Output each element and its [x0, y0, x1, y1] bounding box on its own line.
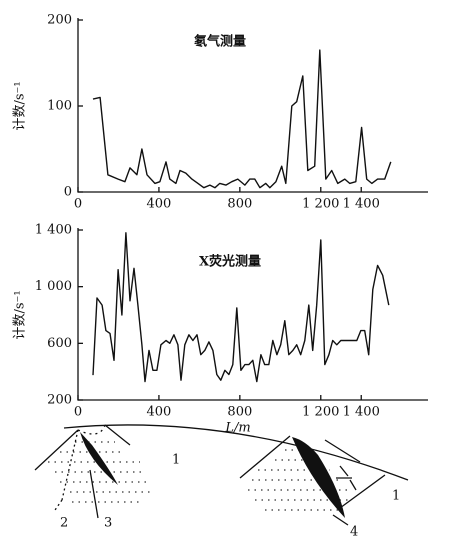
x-tick-label: 0: [74, 197, 82, 212]
cross-section: 1 1 2 3 4: [34, 424, 409, 540]
x-tick-label: 400: [147, 405, 172, 420]
line-series: [92, 49, 392, 189]
x-axis-label: L/m: [224, 421, 250, 436]
x-tick-label: 400: [147, 197, 172, 212]
axes: [77, 18, 428, 193]
y-tick-label: 200: [47, 13, 72, 28]
y-tick-label: 600: [47, 336, 72, 351]
diagram-label: 4: [350, 525, 358, 540]
y-axis-label: 计数/s⁻¹: [13, 290, 28, 339]
diagram-label: 3: [104, 516, 112, 531]
y-tick-label: 1 000: [35, 279, 72, 294]
chart-title: 氡气测量: [194, 34, 246, 50]
x-tick-label: 800: [227, 405, 252, 420]
diagram-label: 1: [392, 489, 400, 504]
diagram-label: 2: [60, 516, 68, 531]
x-tick-label: 1 400: [343, 405, 380, 420]
x-tick-label: 800: [227, 197, 252, 212]
x-tick-label: 0: [74, 405, 82, 420]
chart-title: X荧光测量: [199, 254, 261, 270]
y-tick-label: 100: [47, 99, 72, 114]
x-tick-label: 1 400: [343, 197, 380, 212]
x-tick-label: 1 200: [302, 197, 339, 212]
x-tick-label: 1 200: [302, 405, 339, 420]
y-tick-label: 200: [47, 393, 72, 408]
line-series: [92, 232, 390, 383]
y-axis-label: 计数/s⁻¹: [13, 81, 28, 130]
y-tick-label: 0: [64, 185, 72, 200]
y-tick-label: 1 400: [35, 223, 72, 238]
diagram-label: 1: [172, 453, 180, 468]
